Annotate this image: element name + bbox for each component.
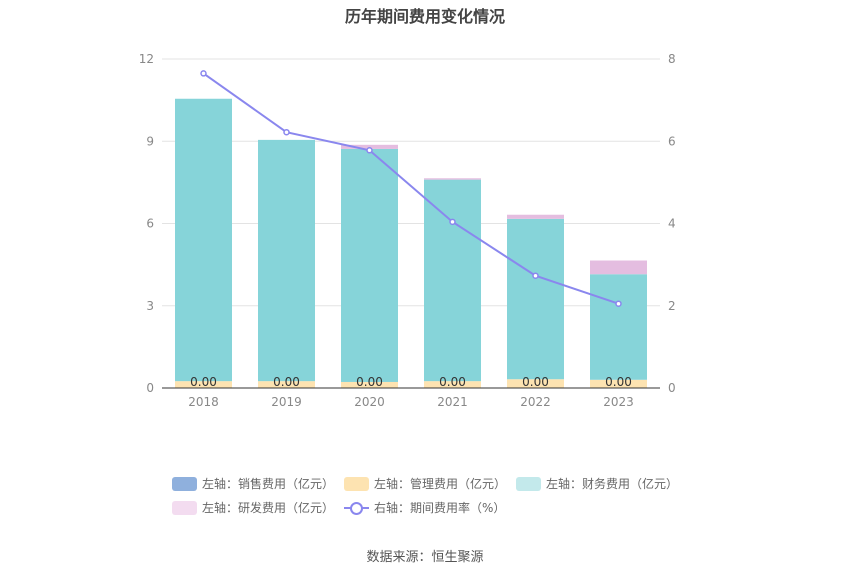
legend-label-admin: 左轴：管理费用（亿元） — [374, 477, 507, 491]
bar-segment — [590, 260, 647, 275]
right-axis-tick-label: 8 — [668, 52, 676, 66]
data-label: 0.00 — [439, 375, 466, 389]
legend-label-finance: 左轴：财务费用（亿元） — [546, 477, 679, 491]
legend-label-rnd: 左轴：研发费用（亿元） — [202, 501, 335, 515]
data-label: 0.00 — [273, 375, 300, 389]
left-axis-tick-label: 6 — [146, 217, 154, 231]
legend-swatch-sales — [172, 476, 197, 491]
bar-segment — [258, 381, 315, 388]
right-axis-tick-label: 6 — [668, 134, 676, 148]
right-axis-tick-label: 4 — [668, 217, 676, 231]
legend-item-rate[interactable]: 右轴：期间费用率（%） — [344, 499, 505, 516]
bar-segment — [341, 381, 398, 388]
right-axis-tick-label: 2 — [668, 299, 676, 313]
data-label: 0.00 — [190, 375, 217, 389]
legend-label-rate: 右轴：期间费用率（%） — [374, 501, 506, 515]
legend-swatch-rnd — [172, 500, 197, 515]
legend-item-finance[interactable]: 左轴：财务费用（亿元） — [516, 475, 678, 492]
x-axis-tick-label: 2019 — [271, 395, 302, 409]
data-label: 0.00 — [605, 375, 632, 389]
bar-segment — [424, 381, 481, 388]
rate-point — [200, 70, 207, 77]
rate-series-line — [202, 72, 619, 305]
legend-swatch-admin — [344, 476, 369, 491]
left-axis-tick-label: 12 — [139, 52, 154, 66]
legend-line-icon — [344, 501, 369, 515]
x-axis-tick-label: 2020 — [354, 395, 385, 409]
x-axis-tick-label: 2023 — [603, 395, 634, 409]
bar-segment — [175, 98, 232, 382]
bar-segment — [507, 379, 564, 388]
rate-point — [449, 218, 456, 226]
bar-segment — [341, 148, 398, 382]
data-source: 数据来源：恒生聚源 — [366, 550, 484, 565]
legend-label-sales: 左轴：销售费用（亿元） — [202, 477, 335, 491]
bar-segment — [175, 381, 232, 388]
bar-segment — [424, 179, 481, 382]
rate-point — [532, 272, 539, 279]
data-label: 0.00 — [522, 375, 549, 389]
x-axis-tick-label: 2018 — [188, 395, 219, 409]
bar-segment — [341, 144, 398, 149]
left-axis-tick-label: 9 — [146, 134, 154, 148]
bar-segment — [590, 379, 647, 388]
bar-segment — [424, 178, 481, 180]
bar-segment — [258, 139, 315, 382]
right-axis-tick-label: 0 — [668, 381, 676, 395]
bar-segment — [507, 214, 564, 219]
data-label: 0.00 — [356, 375, 383, 389]
legend-item-admin[interactable]: 左轴：管理费用（亿元） — [344, 475, 506, 492]
rate-point — [283, 128, 290, 136]
legend-item-sales[interactable]: 左轴：销售费用（亿元） — [172, 475, 334, 492]
left-axis-tick-label: 0 — [146, 381, 154, 395]
rate-point — [615, 300, 622, 307]
bar-segment — [590, 274, 647, 380]
x-axis-tick-label: 2022 — [520, 395, 551, 409]
chart-title: 历年期间费用变化情况 — [344, 7, 505, 26]
left-axis-tick-label: 3 — [146, 299, 154, 313]
legend-item-rnd[interactable]: 左轴：研发费用（亿元） — [172, 499, 334, 516]
x-axis-tick-label: 2021 — [437, 395, 468, 409]
rate-point — [366, 147, 373, 154]
legend-swatch-finance — [516, 476, 541, 491]
bar-segment — [507, 218, 564, 380]
